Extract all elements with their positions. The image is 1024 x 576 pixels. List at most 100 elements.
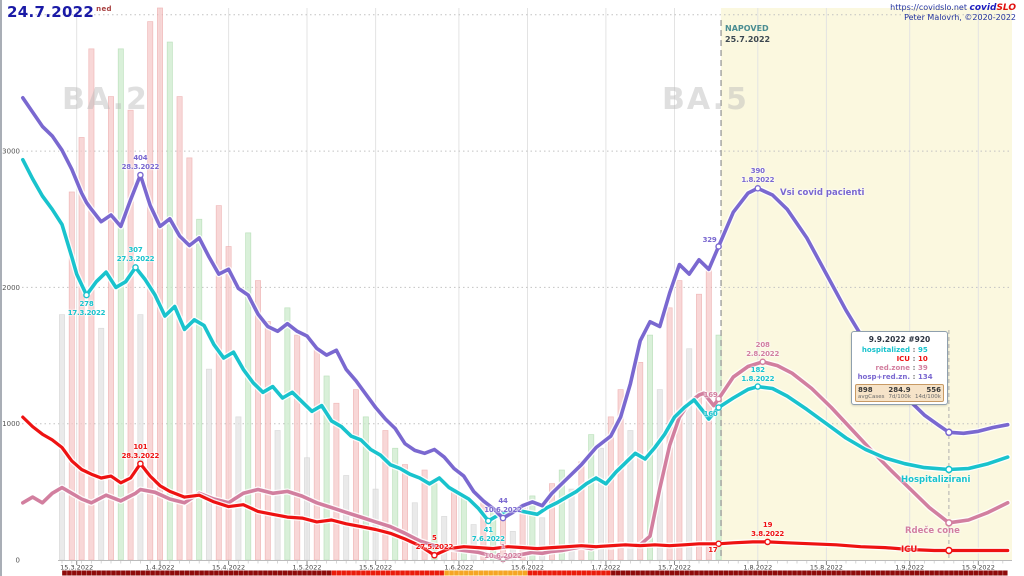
marker-total	[137, 171, 144, 179]
annotation-icu-5: 5 27.5.2022	[416, 534, 454, 552]
case-bar	[362, 416, 369, 561]
annotation-value: 41	[483, 525, 494, 534]
annotation-date: 28.3.2022	[121, 451, 160, 460]
annotation-hosp-278: 278 17.3.2022	[68, 300, 106, 318]
annotation-hosp-41: 41 7.6.2022	[472, 526, 505, 544]
footer-label: avgCases	[858, 394, 885, 400]
weekday-superscript: ned	[96, 5, 112, 13]
annotation-value: 5	[432, 534, 437, 543]
annotation-total-329: 329	[703, 236, 717, 245]
x-axis-label: 15.6.2022	[511, 564, 544, 572]
annotation-icu-19: 19 3.8.2022	[751, 521, 784, 539]
annotation-total-404: 404 28.3.2022	[122, 154, 160, 172]
annotation-date: 2.8.2022	[746, 349, 780, 358]
x-axis-label: 15.4.2022	[212, 564, 245, 572]
annotation-value: 182	[750, 365, 765, 374]
x-axis-label: 1.9.2022	[895, 564, 924, 572]
annotation-value: 17	[708, 545, 718, 554]
x-axis-label: 1.5.2022	[293, 564, 322, 572]
series-label-icu: ICU	[901, 545, 918, 555]
forecast-start-date: 25.7.2022	[725, 35, 771, 44]
annotation-date: 17.3.2022	[67, 309, 106, 318]
marker-icu	[431, 551, 438, 559]
info-box-rows: hospitalized:95 ICU:10 red.zone:39 hosp+red…	[855, 346, 944, 382]
case-bar	[196, 218, 203, 561]
info-row-icu: ICU:10	[855, 355, 944, 364]
marker-icu	[137, 460, 144, 468]
x-axis-label: 15.7.2022	[658, 564, 691, 572]
forecast-marker-total	[945, 428, 953, 437]
annotation-date: 27.3.2022	[116, 255, 155, 264]
marker-total	[754, 185, 762, 192]
case-bar	[137, 314, 144, 561]
timeline-segment	[62, 570, 332, 576]
annotation-value: 404	[133, 153, 148, 162]
forecast-marker-zones	[945, 519, 953, 527]
annotation-hosp-182: 182 1.8.2022	[741, 366, 774, 384]
marker-zones	[715, 395, 722, 403]
annotation-zones-1: 1 10.6.2022	[484, 543, 522, 561]
info-box-title: 9.9.2022 #920	[868, 335, 931, 344]
annotation-date: 1.8.2022	[741, 374, 775, 383]
marker-total	[715, 243, 722, 250]
case-bar	[108, 96, 114, 561]
marker-icu	[715, 540, 722, 548]
variant-watermark-ba5: BA.5	[662, 82, 749, 117]
annotation-date: 28.3.2022	[121, 162, 160, 171]
annotation-value: 208	[755, 340, 770, 349]
info-row-value: 10	[918, 355, 928, 363]
info-box-footer-labels: avgCases 7d/100k 14d/100k	[858, 394, 941, 400]
case-bar	[206, 368, 212, 561]
annotation-icu-101: 101 28.3.2022	[122, 443, 160, 461]
timeline-segment	[610, 570, 1008, 576]
case-bar	[304, 457, 310, 561]
annotation-hosp-160: 160	[704, 410, 718, 419]
case-bar	[402, 464, 408, 561]
status-timeline-bar	[61, 570, 1009, 576]
annotation-date: 7.6.2022	[471, 534, 505, 543]
info-box-footer: 898 284.9 556 avgCases 7d/100k 14d/100k	[855, 384, 944, 402]
info-row-hosp: hospitalized:95	[855, 346, 944, 355]
marker-hosp	[484, 517, 492, 525]
y-axis-labels: 0 1000 2000 3000	[2, 148, 20, 565]
y-axis-label: 0	[16, 557, 20, 565]
footer-value: 898	[858, 386, 873, 394]
case-bar	[313, 348, 320, 561]
window-left-edge	[0, 0, 2, 576]
info-row-value: 39	[918, 364, 928, 372]
forecast-info-box: 9.9.2022 #920 hospitalized:95 ICU:10 red.z…	[851, 331, 948, 405]
annotation-value: 1	[500, 543, 506, 552]
footer-value: 284.9	[888, 386, 911, 394]
forecast-marker-icu	[945, 546, 953, 555]
annotation-value: 101	[133, 442, 148, 451]
timeline-segment	[527, 570, 611, 576]
annotation-date: 10.6.2022	[484, 506, 522, 515]
info-row-label: hospitalized	[861, 346, 910, 354]
series-line-total	[21, 96, 1010, 520]
series-label-rdece-cone: Rdeče cone	[905, 526, 960, 536]
annotation-date: 1.8.2022	[741, 176, 775, 185]
brand-slo: SLO	[996, 3, 1016, 13]
annotation-total-390: 390 1.8.2022	[741, 167, 774, 185]
case-bar	[294, 334, 301, 561]
info-box-footer-values: 898 284.9 556	[858, 386, 941, 394]
x-axis-label: 1.4.2022	[146, 564, 175, 572]
footer-value: 556	[926, 386, 941, 394]
x-axis-label: 15.8.2022	[810, 564, 843, 572]
variant-watermark-ba2: BA.2	[62, 82, 149, 117]
footer-label: 7d/100k	[888, 394, 911, 400]
case-bar	[98, 327, 105, 561]
case-bar	[235, 416, 242, 561]
case-bar	[323, 375, 330, 561]
marker-hosp	[83, 291, 90, 299]
site-url-link[interactable]: https://covidslo.net	[890, 3, 967, 12]
footer-label: 14d/100k	[914, 394, 941, 400]
marker-icu	[764, 538, 771, 546]
case-bar	[637, 362, 644, 561]
case-bar	[225, 246, 232, 561]
current-date: 24.7.2022	[7, 3, 95, 21]
timeline-segment	[444, 570, 528, 576]
info-row-label: ICU	[896, 355, 910, 363]
annotation-value: 44	[498, 497, 508, 506]
case-bar	[59, 314, 65, 561]
